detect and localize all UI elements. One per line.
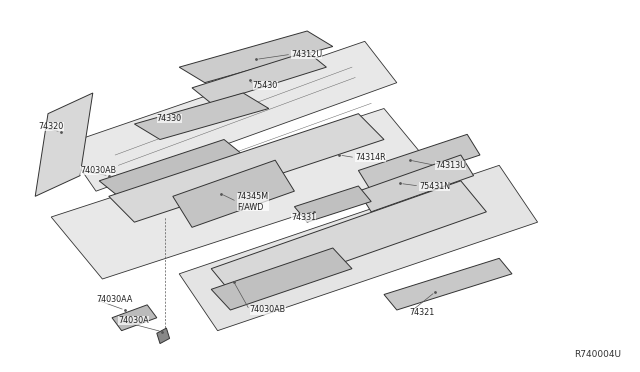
Text: 74030AA: 74030AA [96,295,132,304]
Polygon shape [179,31,333,83]
Text: 74314R: 74314R [355,153,386,162]
Text: 74030AB: 74030AB [250,305,285,314]
Polygon shape [179,165,538,331]
Polygon shape [35,93,93,196]
Text: R740004U: R740004U [574,350,621,359]
Polygon shape [99,140,243,196]
Polygon shape [64,41,397,191]
Polygon shape [384,258,512,310]
Text: 74321: 74321 [410,308,435,317]
Polygon shape [157,328,170,344]
Polygon shape [358,134,480,191]
Polygon shape [192,52,326,103]
Text: 74330: 74330 [157,114,182,124]
Polygon shape [294,186,371,222]
Polygon shape [211,181,486,300]
Text: 74312U: 74312U [291,50,323,59]
Text: 74030AB: 74030AB [80,166,116,175]
Text: 75431N: 75431N [419,182,451,190]
Polygon shape [51,109,435,279]
Text: 74345M
F/AWD: 74345M F/AWD [237,192,269,211]
Polygon shape [112,305,157,331]
Polygon shape [134,93,269,140]
Polygon shape [211,248,352,310]
Polygon shape [358,155,474,212]
Polygon shape [109,114,384,222]
Polygon shape [173,160,294,227]
Text: 74331: 74331 [291,212,316,221]
Text: 74030A: 74030A [118,316,149,325]
Text: 74313U: 74313U [435,161,467,170]
Text: 74320: 74320 [38,122,63,131]
Text: 75430: 75430 [253,81,278,90]
